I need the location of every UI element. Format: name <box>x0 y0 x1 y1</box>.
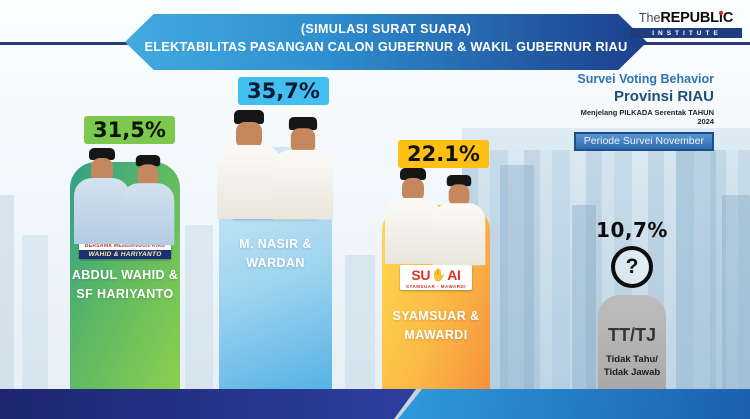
candidate-name-syamsuar: SYAMSUAR & MAWARDI <box>382 307 490 346</box>
skyline-building <box>572 205 596 389</box>
footer-ribbon-blue <box>398 389 750 419</box>
suwai-logo-ai: AI <box>447 267 461 283</box>
skyline-building <box>722 195 750 389</box>
skyline-building <box>0 195 14 389</box>
value-label-undecided: 10,7% <box>596 218 668 242</box>
undecided-label: TT/TJ <box>608 325 656 345</box>
candidate-photo <box>432 175 486 266</box>
candidate-column-wahid-hariyanto: 31,5% BERMARWAH BERSAMA MEMBANGUN RIAU W… <box>60 110 190 389</box>
name-line2: WARDAN <box>246 256 305 271</box>
question-mark-icon: ? <box>611 246 653 288</box>
candidate-column-syamsuar-mawardi: 22.1% SU ✋ AI SYAMSUAR - MAWARDI <box>372 136 500 389</box>
candidate-photo <box>74 148 130 251</box>
logo-the: The <box>638 11 661 25</box>
skyline-building <box>185 225 213 389</box>
peci-cap-icon <box>234 110 264 124</box>
logo-red-dot-i: i <box>718 10 723 26</box>
bar-undecided: TT/TJ Tidak Tahu/ Tidak Jawab <box>598 295 666 389</box>
survey-title: Survei Voting Behavior <box>577 72 714 86</box>
peci-cap-icon <box>288 117 318 131</box>
logo-wordmark: TheREPUBLiC <box>630 9 742 27</box>
name-line1: M. NASIR & <box>239 237 312 251</box>
candidate-face <box>448 184 470 207</box>
bermarwah-logo-tagline: BERSAMA MEMBANGUN RIAU <box>84 243 166 249</box>
peci-cap-icon <box>89 148 115 160</box>
suwai-logo-su: SU <box>411 267 431 283</box>
skyline-building <box>676 150 716 389</box>
survey-period-badge: Periode Survei November <box>573 132 714 151</box>
logo-institute-bar: INSTITUTE <box>630 28 742 38</box>
undecided-sub-line2: Tidak Jawab <box>603 367 661 379</box>
candidate-photos-nasir <box>208 110 344 226</box>
skyline-building <box>22 235 48 389</box>
candidate-photo <box>121 155 175 246</box>
peci-cap-icon <box>135 155 161 167</box>
candidate-face <box>137 164 159 187</box>
question-glyph: ? <box>625 255 639 278</box>
candidate-column-nasir-wardan: 35,7% NAWAITU NASIR WARDAN RIAU BERSATU … <box>208 72 344 389</box>
candidate-torso <box>121 183 175 246</box>
candidate-torso <box>74 178 130 244</box>
candidate-name-nasir: M. NASIR & WARDAN <box>219 235 332 274</box>
suwai-logo: SU ✋ AI SYAMSUAR - MAWARDI <box>400 265 472 290</box>
candidate-photos-wahid <box>60 148 190 251</box>
undecided-sub-line1: Tidak Tahu/ <box>606 354 658 365</box>
survey-province: Provinsi RIAU <box>613 88 714 105</box>
undecided-sublabel: Tidak Tahu/ Tidak Jawab <box>598 353 666 380</box>
footer-ribbon-navy <box>0 389 416 419</box>
candidate-name-wahid: ABDUL WAHID & SF HARIYANTO <box>70 266 180 305</box>
value-label-syamsuar: 22.1% <box>398 140 489 168</box>
survey-subtitle: Menjelang PILKADA Serentak TAHUN 2024 <box>580 108 714 126</box>
value-label-wahid: 31,5% <box>84 116 175 144</box>
name-line1: ABDUL WAHID & <box>71 268 179 282</box>
banner-line2: ELEKTABILITAS PASANGAN CALON GUBERNUR & … <box>144 39 628 54</box>
name-line2: MAWARDI <box>404 328 468 343</box>
republic-institute-logo: TheREPUBLiC INSTITUTE <box>630 9 742 38</box>
candidate-torso <box>272 149 334 220</box>
suwai-logo-strip: SYAMSUAR - MAWARDI <box>405 284 467 289</box>
candidate-photo <box>272 117 334 220</box>
name-line2: SF HARIYANTO <box>76 287 174 302</box>
title-banner: (SIMULASI SURAT SUARA) ELEKTABILITAS PAS… <box>125 14 647 70</box>
peci-cap-icon <box>400 168 426 180</box>
name-line1: SYAMSUAR & <box>392 309 480 323</box>
hand-icon: ✋ <box>431 268 447 282</box>
undecided-column: 10,7% ? TT/TJ Tidak Tahu/ Tidak Jawab <box>584 218 680 389</box>
candidate-torso <box>217 145 281 219</box>
peci-cap-icon <box>446 175 472 187</box>
value-label-nasir: 35,7% <box>238 77 329 105</box>
candidate-photo <box>217 110 281 226</box>
candidate-face <box>236 122 262 149</box>
candidate-face <box>402 178 424 202</box>
bermarwah-logo-strip: WAHID & HARIYANTO <box>79 250 171 259</box>
candidate-photo <box>385 168 441 271</box>
candidate-face <box>290 128 316 154</box>
banner-line1: (SIMULASI SURAT SUARA) <box>300 22 472 36</box>
logo-republic: REPUBL <box>660 10 719 26</box>
suwai-logo-wordmark: SU ✋ AI <box>404 267 468 283</box>
logo-republic-c: C <box>722 10 734 26</box>
candidate-face <box>91 158 113 182</box>
skyline-building <box>500 165 534 389</box>
survey-info: Survei Voting Behavior Provinsi RIAU Men… <box>564 72 714 151</box>
candidate-photos-syamsuar <box>372 168 500 271</box>
candidate-torso <box>432 203 486 266</box>
skyline-building <box>345 255 375 389</box>
candidate-torso <box>385 198 441 264</box>
